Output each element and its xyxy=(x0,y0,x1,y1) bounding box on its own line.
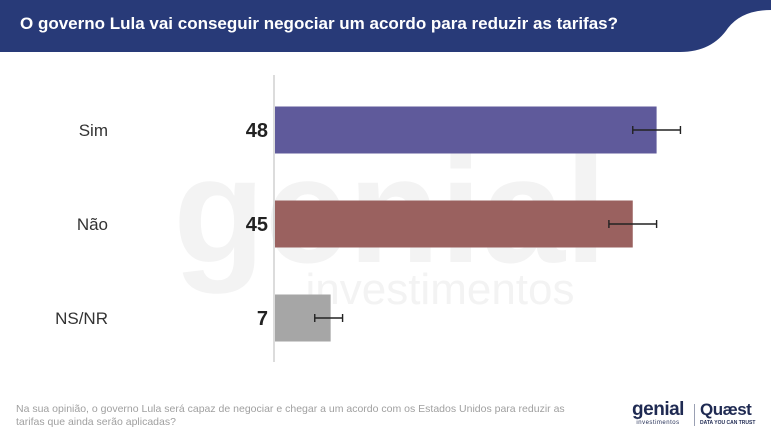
quaest-logo: Quæst DATA YOU CAN TRUST xyxy=(700,400,762,427)
bar-n-o xyxy=(275,200,633,248)
category-label-sim: Sim xyxy=(79,121,108,140)
value-label-sim: 48 xyxy=(246,120,268,142)
quaest-logo-sub: DATA YOU CAN TRUST xyxy=(700,420,756,426)
logo-divider xyxy=(694,404,695,426)
quaest-logo-word: Quæst xyxy=(700,400,752,419)
page-title: O governo Lula vai conseguir negociar um… xyxy=(20,14,618,33)
genial-logo-sub: investimentos xyxy=(636,420,680,426)
value-label-n-o: 45 xyxy=(246,214,268,236)
header-band xyxy=(0,0,771,52)
value-label-ns-nr: 7 xyxy=(257,308,268,330)
category-label-ns-nr: NS/NR xyxy=(55,309,108,328)
bar-sim xyxy=(275,106,657,154)
brand-logos: genial investimentos Quæst DATA YOU CAN … xyxy=(628,400,762,432)
genial-logo: genial investimentos xyxy=(628,400,688,427)
category-label-n-o: Não xyxy=(77,215,108,234)
genial-logo-word: genial xyxy=(632,399,684,420)
question-footnote: Na sua opinião, o governo Lula será capa… xyxy=(16,403,565,428)
